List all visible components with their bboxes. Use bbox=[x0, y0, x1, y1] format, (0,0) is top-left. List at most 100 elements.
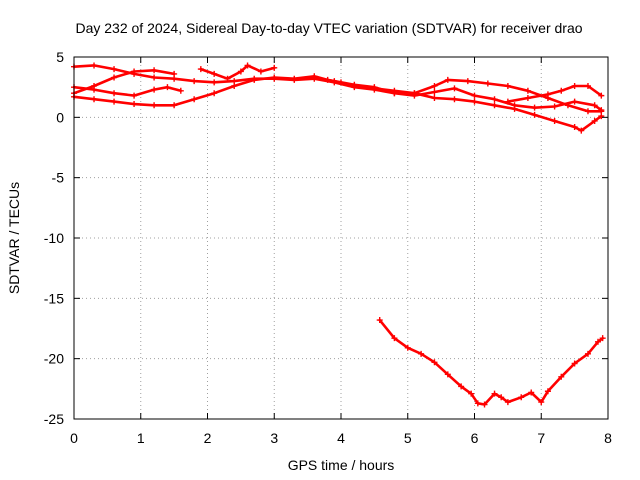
series-line bbox=[72, 85, 183, 97]
data-point bbox=[591, 102, 598, 109]
data-point bbox=[131, 92, 138, 99]
data-point bbox=[571, 360, 578, 367]
data-point bbox=[271, 64, 278, 71]
data-point bbox=[197, 66, 204, 73]
data-point bbox=[599, 335, 606, 342]
data-point bbox=[504, 98, 511, 105]
data-point bbox=[504, 82, 511, 89]
data-point bbox=[538, 399, 545, 406]
x-axis-label: GPS time / hours bbox=[288, 457, 395, 473]
data-point bbox=[531, 111, 538, 118]
data-point bbox=[511, 105, 518, 112]
data-point bbox=[376, 317, 383, 324]
data-point bbox=[251, 76, 258, 83]
data-point bbox=[91, 62, 98, 69]
data-point bbox=[431, 95, 438, 102]
chart-title: Day 232 of 2024, Sidereal Day-to-day VTE… bbox=[75, 20, 582, 36]
data-point bbox=[524, 87, 531, 94]
data-point bbox=[558, 87, 565, 94]
data-point bbox=[411, 90, 418, 97]
y-tick-label: -5 bbox=[52, 170, 65, 186]
series-track-7 bbox=[504, 82, 605, 105]
data-point bbox=[91, 86, 98, 93]
series-track-3 bbox=[71, 84, 184, 99]
data-point bbox=[468, 390, 475, 397]
series-line bbox=[72, 69, 176, 95]
data-point bbox=[544, 388, 551, 395]
data-point bbox=[151, 74, 158, 81]
series-track-5 bbox=[197, 62, 278, 82]
data-point bbox=[231, 82, 238, 89]
y-tick-label: -15 bbox=[44, 290, 64, 306]
data-point bbox=[504, 399, 511, 406]
data-point bbox=[474, 400, 481, 407]
data-point bbox=[291, 75, 298, 82]
data-point bbox=[91, 96, 98, 103]
x-tick-labels: 0 1 2 3 4 5 6 7 8 bbox=[70, 430, 612, 446]
data-point bbox=[571, 82, 578, 89]
data-point bbox=[524, 95, 531, 102]
data-point bbox=[151, 102, 158, 109]
data-point bbox=[211, 79, 218, 86]
data-point bbox=[491, 102, 498, 109]
data-point bbox=[544, 91, 551, 98]
data-point bbox=[471, 98, 478, 105]
data-point bbox=[558, 373, 565, 380]
series-track-6 bbox=[311, 74, 605, 134]
y-tick-label: 5 bbox=[56, 49, 64, 65]
data-series bbox=[71, 62, 606, 408]
data-point bbox=[598, 107, 605, 114]
data-point bbox=[571, 98, 578, 105]
data-point bbox=[598, 92, 605, 99]
data-point bbox=[571, 123, 578, 130]
data-point bbox=[444, 371, 451, 378]
x-tick-label: 2 bbox=[204, 430, 212, 446]
data-point bbox=[584, 108, 591, 115]
data-point bbox=[391, 335, 398, 342]
series-line bbox=[378, 318, 605, 406]
data-point bbox=[211, 70, 218, 77]
y-tick-label: -25 bbox=[44, 411, 64, 427]
y-axis-label: SDTVAR / TECUs bbox=[6, 182, 22, 294]
grid bbox=[74, 57, 608, 419]
x-tick-label: 7 bbox=[537, 430, 545, 446]
series-track-4 bbox=[71, 73, 605, 114]
data-point bbox=[111, 90, 118, 97]
y-tick-label: 0 bbox=[56, 109, 64, 125]
data-point bbox=[551, 117, 558, 124]
data-point bbox=[224, 75, 231, 82]
x-tick-label: 4 bbox=[337, 430, 345, 446]
data-point bbox=[578, 127, 585, 134]
x-tick-label: 1 bbox=[137, 430, 145, 446]
data-point bbox=[211, 90, 218, 97]
data-point bbox=[591, 117, 598, 124]
x-tick-label: 6 bbox=[471, 430, 479, 446]
data-point bbox=[491, 96, 498, 103]
x-tick-label: 5 bbox=[404, 430, 412, 446]
data-point bbox=[171, 70, 178, 77]
data-point bbox=[484, 80, 491, 87]
data-point bbox=[131, 101, 138, 108]
x-tick-label: 3 bbox=[270, 430, 278, 446]
y-tick-label: -10 bbox=[44, 230, 64, 246]
x-tick-label: 0 bbox=[70, 430, 78, 446]
data-point bbox=[481, 401, 488, 408]
data-point bbox=[584, 82, 591, 89]
data-point bbox=[164, 84, 171, 91]
data-point bbox=[131, 68, 138, 75]
data-point bbox=[491, 390, 498, 397]
data-point bbox=[191, 78, 198, 85]
series-track-8 bbox=[376, 317, 606, 408]
data-point bbox=[551, 103, 558, 110]
data-point bbox=[594, 338, 601, 345]
data-point bbox=[351, 82, 358, 89]
data-point bbox=[111, 66, 118, 73]
data-point bbox=[498, 394, 505, 401]
data-point bbox=[431, 88, 438, 95]
data-point bbox=[257, 68, 264, 75]
data-point bbox=[151, 67, 158, 74]
axis-ticks bbox=[73, 56, 609, 420]
data-point bbox=[391, 87, 398, 94]
data-point bbox=[528, 389, 535, 396]
